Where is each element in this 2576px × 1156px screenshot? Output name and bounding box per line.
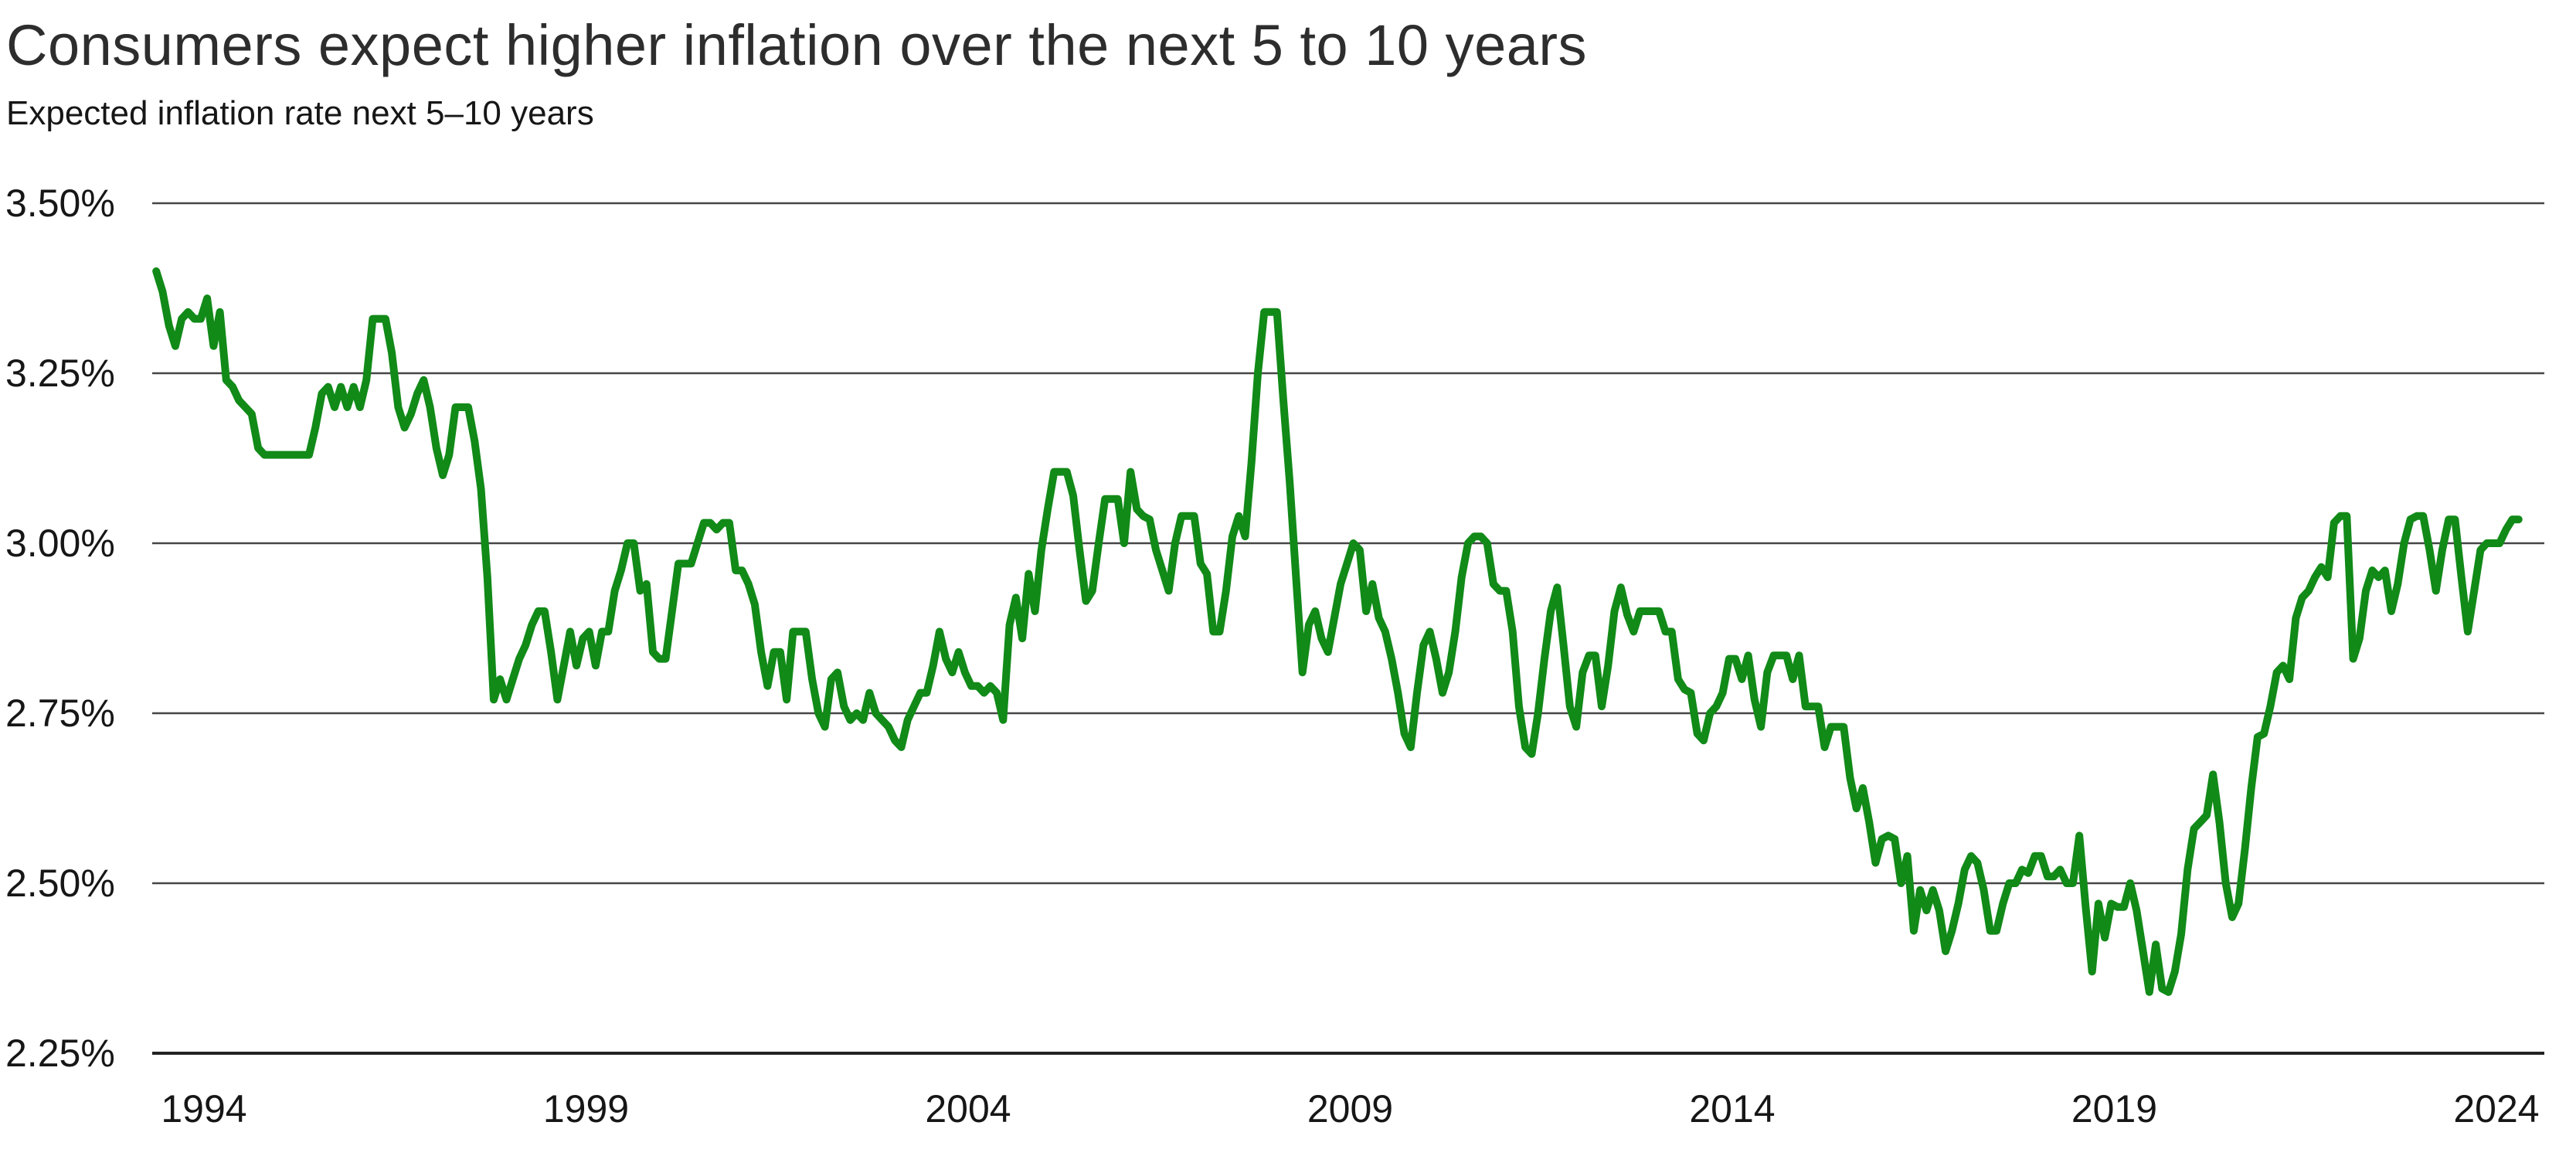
y-tick-label: 2.75% — [5, 692, 115, 735]
series-group — [152, 267, 2523, 996]
chart-title: Consumers expect higher inflation over t… — [6, 13, 1588, 77]
chart-subtitle: Expected inflation rate next 5–10 years — [6, 94, 594, 132]
y-tick-label: 3.25% — [5, 352, 115, 395]
y-axis-labels-group: 3.50% 3.25% 3.00% 2.75% 2.50% 2.25% — [5, 182, 115, 1075]
x-tick-label: 1999 — [543, 1087, 629, 1130]
y-tick-label: 2.25% — [5, 1032, 115, 1075]
x-tick-label: 2004 — [925, 1087, 1011, 1130]
y-tick-label: 2.50% — [5, 862, 115, 905]
x-tick-label: 2019 — [2071, 1087, 2157, 1130]
x-tick-label: 1994 — [161, 1087, 246, 1130]
inflation-expectation-line — [152, 267, 2523, 996]
x-tick-label: 2009 — [1307, 1087, 1393, 1130]
x-axis-labels-group: 1994 1999 2004 2009 2014 2019 2024 — [161, 1087, 2539, 1130]
gridlines-group — [152, 202, 2544, 1055]
x-tick-label: 2014 — [1689, 1087, 1775, 1130]
y-tick-label: 3.00% — [5, 522, 115, 565]
y-tick-label: 3.50% — [5, 182, 115, 225]
x-tick-label: 2024 — [2453, 1087, 2539, 1130]
